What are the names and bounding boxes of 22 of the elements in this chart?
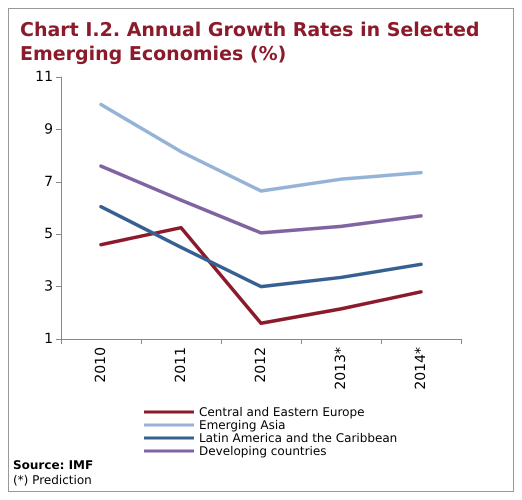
line-series — [99, 204, 423, 288]
chart-title: Chart I.2. Annual Growth Rates in Selected Emerging Economies (%) — [20, 19, 486, 65]
y-tick-label: 5 — [44, 226, 53, 242]
y-tick-label: 11 — [35, 69, 53, 85]
source-note: Source: IMF — [13, 458, 94, 472]
y-tick-label: 7 — [44, 174, 53, 190]
line-series — [99, 226, 423, 326]
legend-label: Emerging Asia — [199, 418, 286, 432]
y-tick-label: 9 — [44, 121, 53, 138]
text: (*) Prediction — [13, 473, 92, 487]
y-tick-label: 1 — [44, 331, 53, 347]
y-tick-label: 3 — [44, 278, 53, 295]
legend-label: Developing countries — [199, 444, 327, 458]
line-series — [99, 102, 423, 193]
x-tick-label: 2013* — [333, 347, 349, 390]
x-tick-label: 2010 — [93, 347, 109, 383]
legend-label: Latin America and the Caribbean — [199, 431, 398, 445]
line-series — [99, 164, 423, 235]
x-tick-label: 2011 — [173, 347, 189, 383]
x-tick-label: 2014* — [413, 347, 429, 390]
legend-label: Central and Eastern Europe — [199, 405, 365, 419]
x-tick-label: 2012 — [253, 347, 269, 383]
